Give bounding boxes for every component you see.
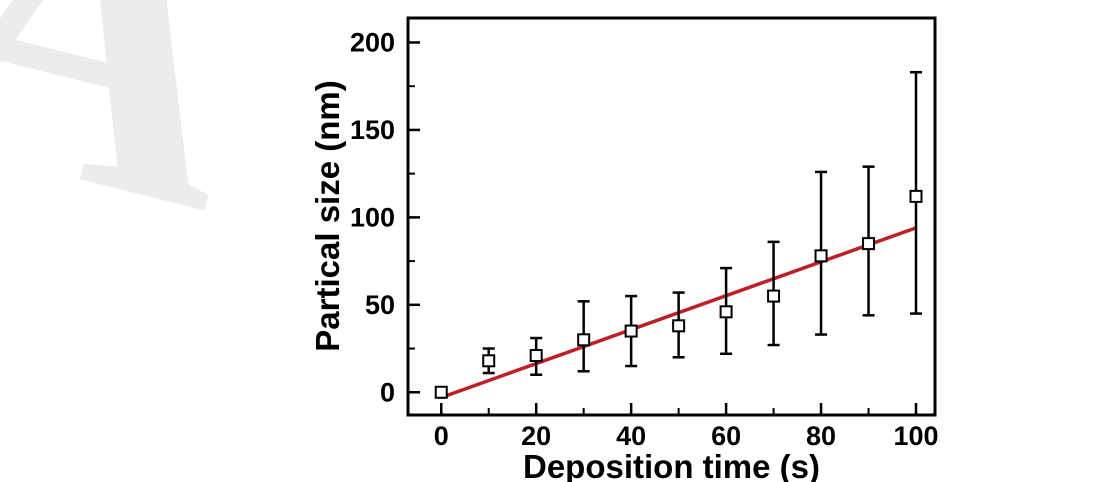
y-tick-label: 150: [350, 115, 395, 145]
data-point-marker: [814, 249, 828, 263]
x-tick-label: 60: [711, 421, 741, 451]
data-point-marker: [624, 324, 638, 338]
data-point-marker: [719, 305, 733, 319]
y-tick-label: 0: [380, 377, 395, 407]
y-tick-label: 100: [350, 202, 395, 232]
data-point-marker: [529, 349, 543, 363]
x-tick-label: 0: [434, 421, 449, 451]
data-point-marker: [767, 289, 781, 303]
x-tick-label: 20: [521, 421, 551, 451]
data-point-marker: [577, 333, 591, 347]
x-axis-label: Deposition time (s): [522, 448, 821, 482]
y-tick-label: 50: [365, 290, 395, 320]
x-tick-label: 100: [893, 421, 938, 451]
y-tick-label: 200: [350, 27, 395, 57]
data-point-marker: [862, 237, 876, 251]
x-tick-label: 80: [806, 421, 836, 451]
data-point-marker: [434, 385, 448, 399]
data-point-marker: [482, 354, 496, 368]
data-point-marker: [909, 189, 923, 203]
data-point-marker: [672, 319, 686, 333]
x-tick-label: 40: [616, 421, 646, 451]
y-axis-label: Partical size (nm): [309, 80, 346, 352]
plot-border: [406, 16, 937, 417]
